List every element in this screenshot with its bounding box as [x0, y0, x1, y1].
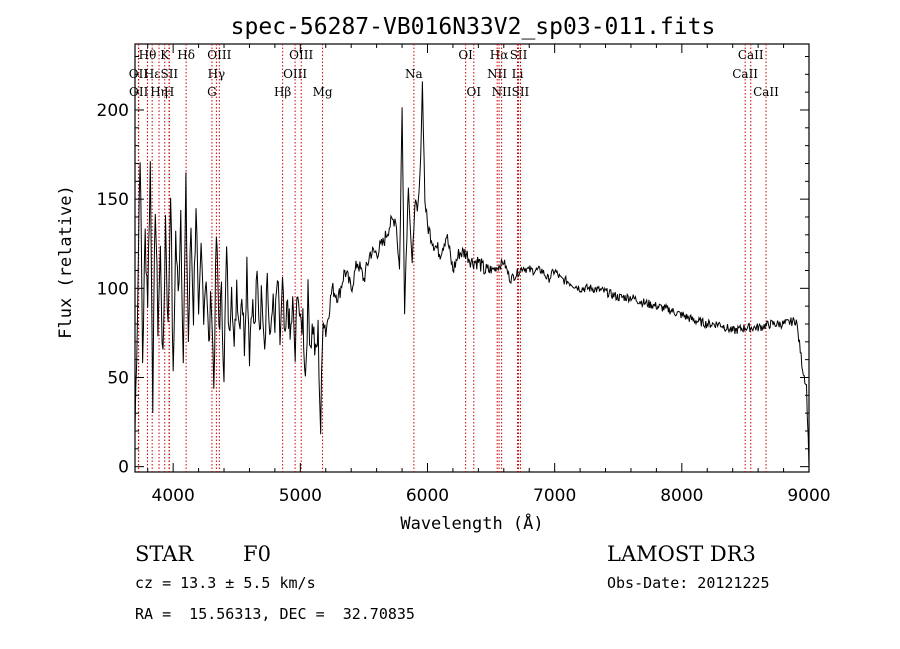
- line-label-18: OI: [466, 85, 481, 99]
- line-label-14: Hβ: [274, 85, 291, 99]
- line-label-22: Li: [512, 67, 524, 81]
- line-label-7: H: [164, 85, 174, 99]
- object-subclass: F0: [243, 542, 271, 566]
- line-label-17: OI: [458, 48, 473, 62]
- x-axis-label: Wavelength (Å): [400, 512, 543, 534]
- line-label-8: Hδ: [177, 48, 195, 62]
- y-tick-label-4: 200: [97, 101, 129, 121]
- survey-name: LAMOST DR3: [607, 542, 756, 566]
- line-label-4: Hη: [150, 85, 168, 99]
- x-tick-label-1: 5000: [279, 486, 322, 506]
- line-label-5: K: [160, 48, 170, 62]
- y-tick-label-1: 50: [107, 368, 129, 388]
- observation-date: Obs-Date: 20121225: [607, 574, 770, 592]
- flux-line: [134, 81, 810, 467]
- line-label-10: Hγ: [208, 67, 226, 81]
- coordinates-radec: RA = 15.56313, DEC = 32.70835: [135, 605, 415, 623]
- line-label-16: Na: [405, 67, 423, 81]
- line-label-19: Hα: [490, 48, 509, 62]
- redshift-cz: cz = 13.3 ± 5.5 km/s: [135, 574, 316, 592]
- line-label-24: SII: [512, 85, 530, 99]
- line-label-6: SII: [160, 67, 178, 81]
- flux-series: [134, 81, 810, 467]
- line-label-12: OIII: [289, 48, 313, 62]
- x-tick-label-3: 7000: [533, 486, 576, 506]
- y-tick-label-0: 0: [118, 458, 129, 478]
- plot-frame: [134, 43, 810, 473]
- line-label-27: CaII: [753, 85, 779, 99]
- line-label-25: CaII: [738, 48, 764, 62]
- y-axis-ticks: 0 50 100 150 200: [97, 55, 809, 478]
- line-label-23: NII: [492, 85, 512, 99]
- line-label-9: OIII: [207, 48, 231, 62]
- x-tick-label-2: 6000: [406, 486, 449, 506]
- x-axis-ticks: 4000 5000 6000 7000 8000 9000: [147, 44, 831, 506]
- x-tick-label-5: 9000: [787, 486, 830, 506]
- object-class: STAR: [135, 542, 194, 566]
- y-tick-label-3: 150: [97, 190, 129, 210]
- chart-title: spec-56287-VB016N33V2_sp03-011.fits: [231, 14, 716, 40]
- line-label-13: OIII: [283, 67, 307, 81]
- x-tick-label-4: 8000: [660, 486, 703, 506]
- line-label-3: Hε: [144, 67, 161, 81]
- x-tick-label-0: 4000: [152, 486, 195, 506]
- line-label-0: Hθ: [139, 48, 157, 62]
- line-label-20: SII: [510, 48, 528, 62]
- line-label-26: CaII: [732, 67, 758, 81]
- line-label-11: G: [207, 85, 217, 99]
- y-axis-label: Flux (relative): [56, 185, 76, 339]
- y-tick-label-2: 100: [97, 279, 129, 299]
- line-label-21: NII: [487, 67, 507, 81]
- line-label-15: Mg: [313, 85, 333, 99]
